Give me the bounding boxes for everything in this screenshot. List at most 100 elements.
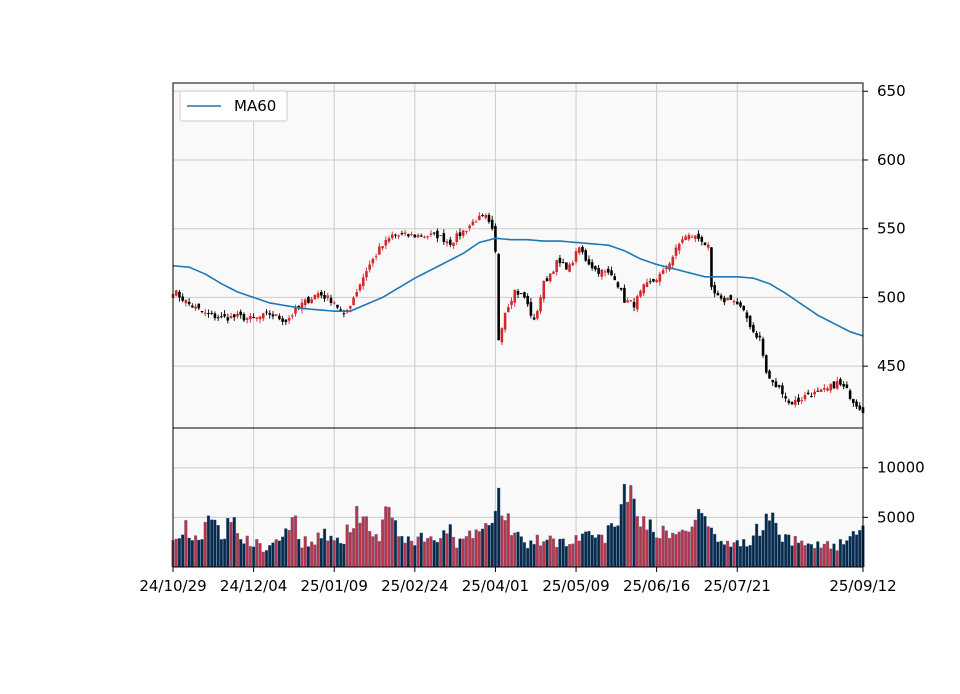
candle-body	[507, 307, 510, 313]
candle-body	[326, 295, 330, 298]
volume-bar	[658, 538, 662, 568]
candle-body	[449, 239, 452, 245]
volume-bar	[393, 520, 398, 568]
candle-body	[781, 385, 784, 395]
volume-bar	[255, 539, 259, 568]
candle-body	[735, 301, 739, 305]
volume-bar	[722, 544, 726, 568]
candle-body	[819, 389, 823, 392]
candle-body	[365, 271, 368, 278]
volume-bar	[735, 540, 739, 568]
volume-bar	[738, 546, 743, 568]
candle-body	[610, 270, 613, 276]
volume-bar	[509, 535, 514, 568]
volume-bar	[709, 527, 714, 568]
volume-bar	[832, 543, 836, 568]
volume-bar	[374, 534, 378, 568]
volume-bar	[174, 538, 178, 568]
candle-body	[203, 312, 207, 314]
candle-body	[274, 314, 278, 316]
volume-bar	[448, 524, 452, 568]
candle-body	[713, 285, 716, 294]
volume-bar	[580, 533, 585, 568]
candle-body	[790, 402, 794, 405]
candle-body	[320, 291, 323, 296]
candle-body	[216, 317, 220, 319]
volume-bar	[197, 539, 201, 568]
volume-bar	[490, 522, 494, 568]
candle-body	[761, 338, 765, 356]
x-tick-label: 25/06/16	[623, 577, 690, 595]
volume-bar	[306, 546, 311, 568]
candle-body	[313, 295, 317, 300]
price-tick-label: 550	[877, 220, 906, 238]
volume-bar	[800, 540, 804, 568]
volume-bar	[642, 516, 646, 568]
volume-bar	[410, 540, 414, 568]
volume-bar	[825, 540, 830, 568]
volume-bar	[677, 531, 681, 568]
candle-body	[384, 239, 388, 246]
legend: MA60	[179, 90, 288, 122]
candle-body	[855, 401, 858, 407]
volume-bar	[377, 541, 381, 568]
price-tick-label: 650	[877, 82, 906, 100]
volume-bar	[813, 547, 817, 568]
volume-bar	[181, 534, 185, 568]
volume-bar	[806, 543, 810, 568]
volume-bar	[235, 533, 240, 568]
candle-body	[548, 273, 552, 282]
volume-bar	[684, 530, 688, 568]
volume-bar	[716, 541, 720, 568]
volume-bar	[522, 542, 527, 568]
volume-bar	[667, 537, 672, 568]
candle-body	[294, 307, 297, 314]
candle-body	[503, 312, 507, 330]
volume-bar	[226, 517, 230, 568]
volume-bar	[535, 534, 539, 568]
candle-body	[381, 246, 384, 249]
candle-body	[284, 319, 288, 323]
candle-body	[800, 400, 804, 402]
volume-bar	[822, 543, 826, 568]
price-tick-label: 500	[877, 288, 906, 306]
candle-body	[729, 295, 733, 300]
volume-bar	[326, 540, 330, 568]
volume-bar	[519, 536, 523, 568]
candle-body	[332, 302, 336, 304]
volume-bar	[761, 530, 765, 568]
volume-bar	[655, 537, 659, 568]
volume-bar	[687, 531, 691, 568]
volume-bar	[545, 539, 549, 568]
volume-bar	[400, 535, 404, 568]
candle-body	[545, 278, 549, 282]
candle-body	[371, 258, 375, 264]
candle-body	[416, 234, 420, 238]
candle-body	[764, 355, 768, 373]
candle-body	[252, 317, 255, 319]
volume-bar	[422, 541, 427, 568]
volume-bar	[790, 545, 794, 568]
candle-body	[687, 234, 691, 240]
candle-body	[845, 384, 849, 389]
candle-body	[632, 301, 636, 308]
candlesticks	[171, 212, 865, 417]
candle-body	[519, 293, 523, 295]
x-tick-label: 25/02/24	[381, 577, 448, 595]
volume-bar	[497, 487, 501, 568]
candle-body	[774, 381, 778, 388]
volume-bar	[755, 523, 759, 568]
volume-bar	[358, 522, 362, 568]
volume-bar	[203, 521, 207, 568]
candle-body	[278, 315, 281, 320]
candle-body	[571, 262, 575, 266]
volume-bar	[506, 513, 510, 568]
candle-body	[542, 280, 546, 300]
volume-bar	[577, 540, 581, 568]
candle-body	[419, 235, 423, 237]
candle-body	[336, 304, 339, 308]
volume-bar	[471, 538, 475, 568]
volume-bar	[348, 532, 352, 568]
volume-bar	[493, 510, 498, 568]
candle-body	[265, 311, 268, 313]
